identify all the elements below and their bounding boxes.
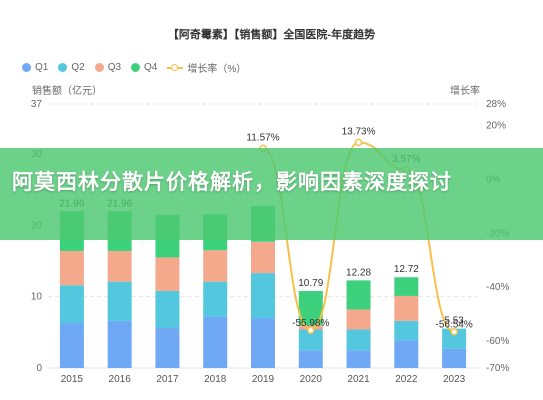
legend-label-q1: Q1 — [35, 62, 49, 73]
bar-segment-q2 — [251, 273, 275, 319]
bar-segment-q1 — [346, 350, 371, 368]
bar-segment-q2 — [394, 320, 419, 341]
y-tick-right: -40% — [486, 282, 509, 293]
bar-segment-q3 — [203, 250, 228, 282]
bar-segment-q1 — [251, 318, 275, 368]
overlay-banner — [0, 148, 543, 240]
growth-label: -56.54% — [435, 320, 472, 331]
y-tick-right: -70% — [486, 363, 509, 374]
bar-segment-q3 — [107, 250, 132, 282]
legend-item-q2[interactable]: Q2 — [58, 62, 85, 73]
legend-swatch-growth — [167, 63, 184, 72]
legend-label-q2: Q2 — [71, 62, 85, 73]
bar-segment-q2 — [203, 281, 228, 317]
bar-segment-q1 — [155, 328, 180, 368]
bar-segment-q3 — [155, 257, 180, 291]
legend-swatch-q4 — [131, 63, 141, 72]
legend-item-q1[interactable]: Q1 — [22, 62, 48, 73]
x-tick-label: 2022 — [395, 374, 418, 385]
bar-total-label: 12.28 — [346, 267, 371, 278]
growth-point — [307, 326, 315, 334]
x-tick-label: 2021 — [347, 374, 370, 385]
bar-segment-q1 — [442, 348, 467, 368]
bar-segment-q1 — [203, 316, 228, 368]
y-tick-right: 20% — [486, 121, 506, 132]
bar-segment-q2 — [442, 328, 467, 349]
y-tick-left: 10 — [31, 292, 43, 303]
x-tick-label: 2018 — [204, 374, 227, 385]
bar-segment-q3 — [59, 250, 84, 286]
bar-segment-q3 — [394, 295, 419, 321]
legend-item-growth[interactable]: 增长率（%） — [167, 60, 246, 75]
right-axis-title: 增长率 — [450, 86, 480, 97]
legend-swatch-q3 — [94, 63, 104, 72]
legend-label-q3: Q3 — [107, 62, 122, 73]
x-tick-label: 2020 — [300, 374, 323, 385]
bar-segment-q4 — [346, 280, 371, 310]
y-tick-right: -60% — [486, 336, 509, 347]
left-axis-title: 销售额（亿元） — [32, 86, 102, 97]
x-tick-label: 2017 — [156, 374, 179, 385]
y-tick-left: 37 — [31, 99, 43, 110]
growth-label: -55.98% — [292, 318, 329, 329]
bar-segment-q4 — [394, 277, 419, 296]
y-tick-left: 0 — [36, 363, 42, 374]
x-tick-label: 2023 — [443, 374, 466, 385]
chart-title: 【阿奇霉素】【销售额】全国医院-年度趋势 — [167, 29, 376, 41]
x-tick-label: 2015 — [61, 374, 84, 385]
legend-swatch-q1 — [22, 63, 31, 72]
bar-segment-q1 — [394, 340, 419, 368]
x-tick-label: 2019 — [252, 374, 275, 385]
bar-total-label: 10.79 — [298, 278, 323, 289]
legend-label-growth: 增长率（%） — [187, 64, 247, 75]
bar-segment-q2 — [346, 329, 371, 351]
growth-label: 11.57% — [246, 132, 279, 143]
growth-point — [354, 138, 363, 147]
bar-total-label: 5.53 — [444, 316, 464, 327]
growth-point — [450, 327, 458, 336]
bar-segment-q1 — [298, 350, 323, 368]
growth-label: 13.73% — [342, 126, 376, 137]
bar-segment-q2 — [298, 329, 323, 351]
bar-segment-q3 — [251, 241, 275, 274]
bar-segment-q2 — [59, 285, 84, 324]
bar-total-label: 12.72 — [394, 264, 419, 275]
bar-segment-q1 — [59, 323, 84, 368]
legend-swatch-q2 — [58, 63, 68, 72]
y-tick-right: 28% — [486, 99, 506, 110]
x-tick-label: 2016 — [109, 374, 132, 385]
legend-item-q4[interactable]: Q4 — [131, 62, 157, 73]
bar-segment-q2 — [107, 281, 132, 321]
bar-segment-q3 — [346, 309, 371, 330]
bar-segment-q1 — [107, 320, 132, 368]
bar-segment-q2 — [155, 290, 180, 329]
legend-item-q3[interactable]: Q3 — [94, 62, 122, 73]
banner-title: 阿莫西林分散片价格解析，影响因素深度探讨 — [12, 171, 452, 194]
chart-legend: Q1 Q2 Q3 Q4 增长率（%） — [22, 60, 256, 75]
legend-label-q4: Q4 — [144, 62, 158, 73]
